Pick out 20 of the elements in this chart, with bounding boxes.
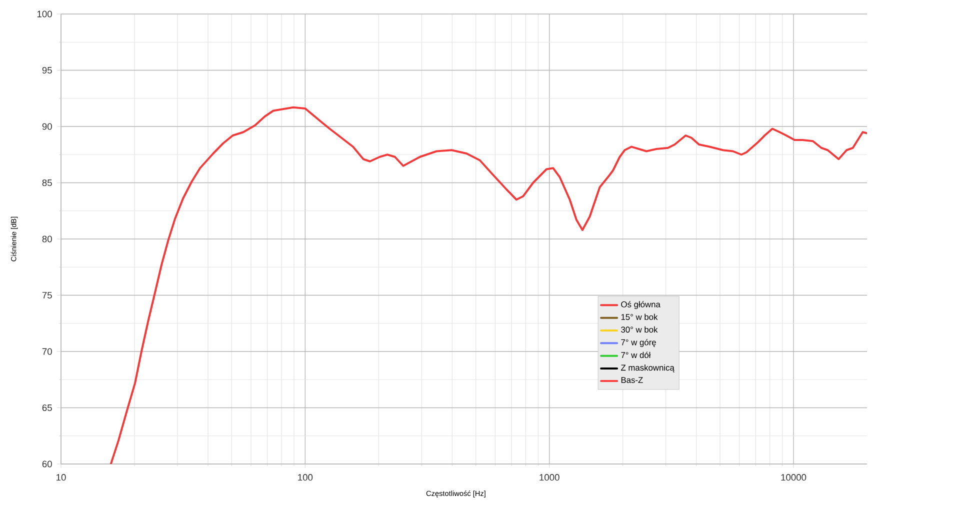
legend-label: 15° w bok [621, 314, 658, 320]
y-tick-label: 60 [42, 460, 52, 468]
y-tick-label: 100 [37, 10, 52, 18]
x-tick-label: 100 [298, 474, 313, 481]
x-tick-label: 10 [56, 474, 66, 481]
x-tick-label: 10000 [781, 474, 806, 481]
legend-label: 7° w dół [621, 352, 651, 358]
legend-label: 7° w górę [621, 339, 656, 347]
legend-label: Z maskownicą [621, 364, 674, 372]
y-tick-label: 75 [42, 292, 52, 298]
y-tick-label: 80 [42, 236, 52, 242]
legend-label: Bas-Z [621, 377, 643, 383]
legend-label: 30° w bok [621, 326, 658, 333]
y-tick-label: 90 [42, 123, 52, 130]
x-tick-label: 1000 [540, 474, 560, 481]
legend-label: Oś główna [621, 301, 660, 310]
y-tick-label: 95 [42, 66, 52, 74]
y-tick-label: 70 [42, 348, 52, 355]
y-tick-label: 85 [42, 179, 52, 186]
y-tick-label: 65 [42, 404, 52, 412]
